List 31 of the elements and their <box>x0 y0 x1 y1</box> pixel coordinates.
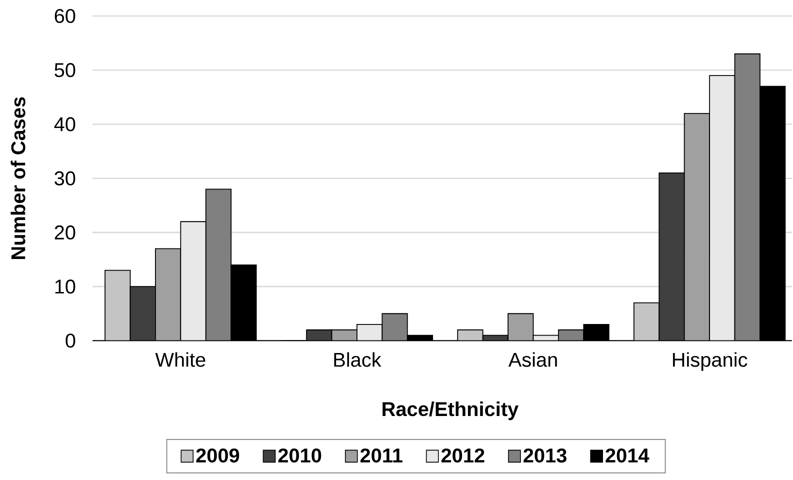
x-tick-label: Hispanic <box>672 352 748 371</box>
legend-label: 2012 <box>441 448 484 463</box>
bar <box>155 248 181 341</box>
bar <box>206 189 232 341</box>
y-tick-label: 0 <box>66 334 76 348</box>
bar <box>130 286 156 341</box>
x-tick-label: White <box>155 352 206 367</box>
x-tick-label: Asian <box>508 352 557 367</box>
legend-label: 2010 <box>278 448 322 463</box>
x-axis-title: Race/Ethnicity <box>382 402 518 420</box>
bar <box>658 172 685 341</box>
y-tick-label: 50 <box>54 63 76 78</box>
bar <box>709 75 736 341</box>
y-axis-title: Number of Cases <box>10 97 26 259</box>
y-tick-label: 30 <box>54 171 76 186</box>
y-tick-label: 40 <box>54 117 76 132</box>
bar <box>180 222 206 341</box>
bar <box>105 270 130 341</box>
x-tick-label: Black <box>334 352 382 367</box>
bar <box>684 112 710 341</box>
bar <box>382 314 408 341</box>
legend-label: 2009 <box>196 448 240 463</box>
bar <box>508 314 534 341</box>
y-tick-label: 10 <box>55 280 76 294</box>
legend-label: 2014 <box>606 448 650 463</box>
y-tick-label: 60 <box>54 8 76 24</box>
legend-label: 2011 <box>360 448 402 463</box>
bar <box>734 53 760 341</box>
y-tick-label: 20 <box>54 225 76 240</box>
bar <box>633 302 660 341</box>
legend-label: 2013 <box>524 448 566 463</box>
